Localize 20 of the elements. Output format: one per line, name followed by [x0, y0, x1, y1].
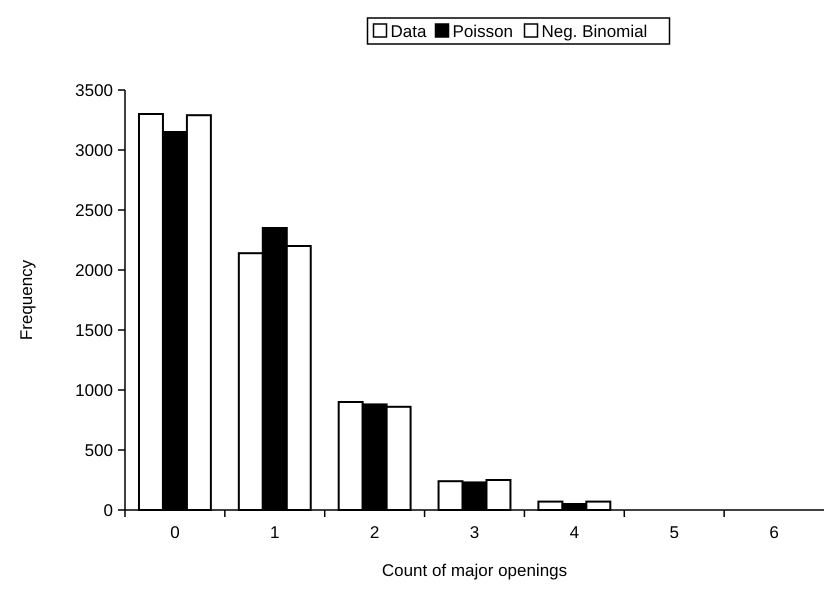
x-tick-label: 3	[470, 523, 480, 542]
x-axis-title: Count of major openings	[382, 561, 568, 580]
y-tick-label: 2500	[75, 200, 113, 220]
y-tick-label: 3000	[75, 140, 113, 160]
y-tick-label: 1000	[75, 380, 113, 400]
y-tick-label: 2000	[75, 260, 113, 280]
y-axis-title: Frequency	[17, 259, 36, 340]
legend-label: Data	[390, 22, 427, 41]
y-tick-label: 1500	[75, 320, 113, 340]
x-tick-label: 2	[370, 523, 380, 542]
legend-label: Neg. Binomial	[542, 22, 648, 41]
y-tick-label: 3500	[75, 80, 113, 100]
x-tick-label: 1	[270, 523, 280, 542]
x-tick-label: 6	[769, 523, 779, 542]
y-tick-label: 500	[84, 440, 113, 460]
legend-label: Poisson	[452, 22, 513, 41]
x-tick-label: 4	[570, 523, 580, 542]
x-tick-label: 0	[170, 523, 180, 542]
y-tick-label: 0	[104, 500, 113, 520]
x-tick-label: 5	[669, 523, 679, 542]
